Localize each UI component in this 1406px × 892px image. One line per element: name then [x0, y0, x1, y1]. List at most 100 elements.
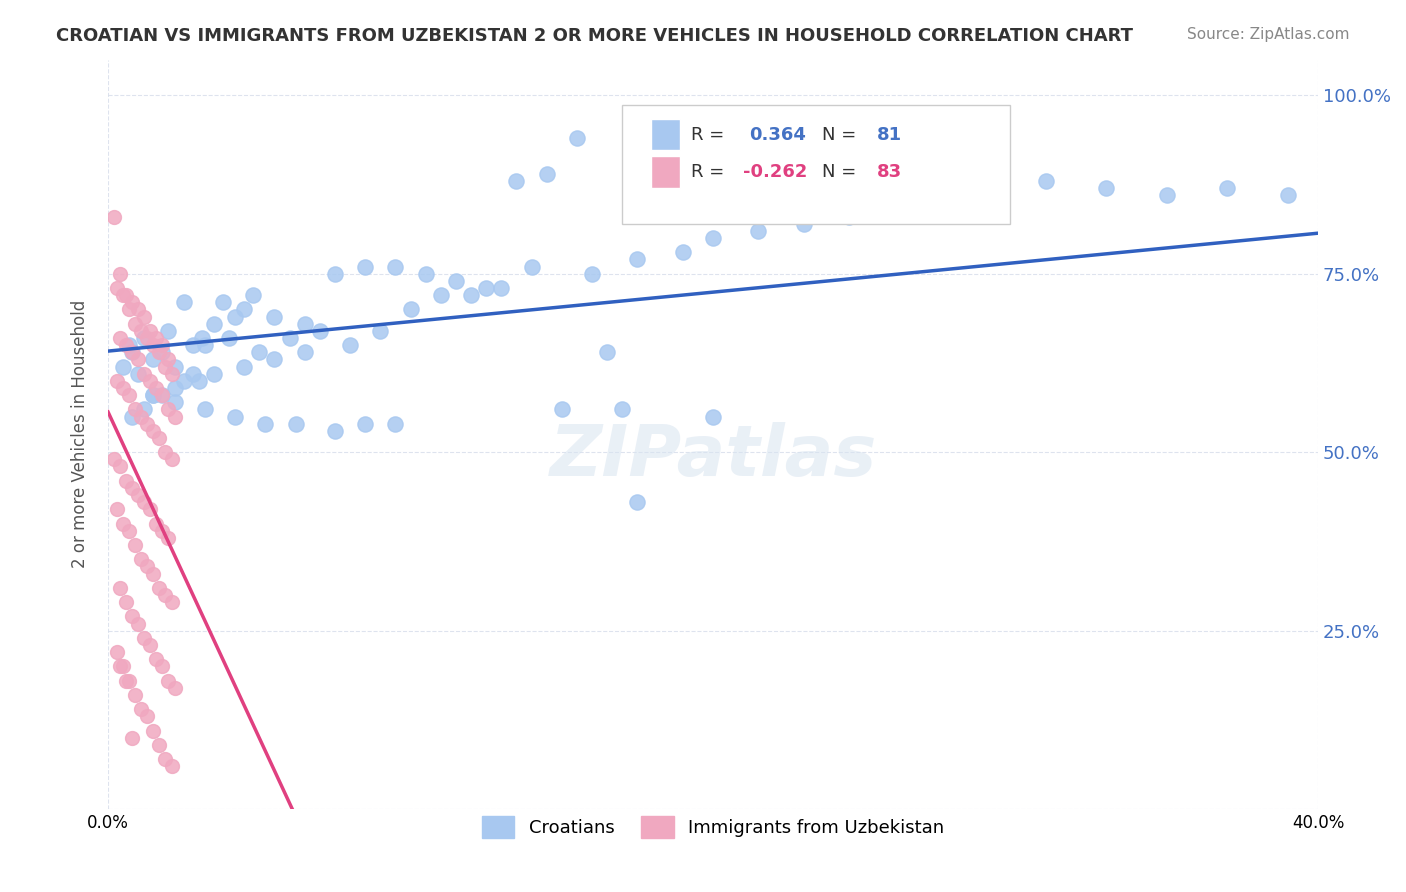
Point	[103, 210, 125, 224]
Point	[415, 267, 437, 281]
Point	[263, 352, 285, 367]
Point	[127, 302, 149, 317]
Point	[105, 645, 128, 659]
Point	[108, 267, 131, 281]
Point	[115, 595, 138, 609]
Point	[136, 417, 159, 431]
Point	[112, 359, 135, 374]
Point	[224, 310, 246, 324]
Point	[233, 359, 256, 374]
Point	[702, 231, 724, 245]
Point	[491, 281, 513, 295]
Point	[139, 638, 162, 652]
Point	[263, 310, 285, 324]
FancyBboxPatch shape	[651, 156, 681, 188]
Point	[247, 345, 270, 359]
Point	[127, 367, 149, 381]
Point	[134, 495, 156, 509]
Point	[127, 616, 149, 631]
Point	[142, 424, 165, 438]
Point	[129, 409, 152, 424]
Point	[112, 659, 135, 673]
Point	[596, 345, 619, 359]
Point	[145, 381, 167, 395]
Text: R =: R =	[692, 126, 730, 144]
FancyBboxPatch shape	[623, 104, 1010, 225]
Point	[142, 566, 165, 581]
Point	[218, 331, 240, 345]
Point	[136, 331, 159, 345]
Point	[278, 331, 301, 345]
Point	[124, 688, 146, 702]
Point	[181, 338, 204, 352]
Point	[929, 188, 952, 202]
Point	[152, 524, 174, 538]
Point	[160, 759, 183, 773]
Point	[136, 709, 159, 723]
Point	[284, 417, 307, 431]
Point	[160, 367, 183, 381]
Point	[121, 609, 143, 624]
Point	[384, 417, 406, 431]
Point	[444, 274, 467, 288]
Point	[233, 302, 256, 317]
Point	[121, 345, 143, 359]
Point	[105, 374, 128, 388]
Text: 0.364: 0.364	[749, 126, 806, 144]
Point	[134, 631, 156, 645]
Point	[224, 409, 246, 424]
Point	[155, 359, 177, 374]
Point	[163, 409, 186, 424]
Point	[793, 217, 815, 231]
Point	[163, 395, 186, 409]
Point	[142, 723, 165, 738]
Text: R =: R =	[692, 163, 730, 181]
Point	[121, 409, 143, 424]
Point	[354, 417, 377, 431]
Point	[399, 302, 422, 317]
Point	[155, 445, 177, 459]
Point	[127, 488, 149, 502]
Point	[129, 552, 152, 566]
Text: ZIPatlas: ZIPatlas	[550, 422, 877, 491]
Point	[254, 417, 277, 431]
Point	[124, 402, 146, 417]
Point	[173, 374, 195, 388]
Point	[157, 531, 180, 545]
Point	[108, 459, 131, 474]
Point	[157, 673, 180, 688]
Point	[108, 659, 131, 673]
Point	[1035, 174, 1057, 188]
Point	[152, 338, 174, 352]
Point	[142, 388, 165, 402]
Point	[105, 502, 128, 516]
Point	[294, 345, 316, 359]
Point	[163, 381, 186, 395]
Point	[181, 367, 204, 381]
Point	[112, 516, 135, 531]
Point	[160, 452, 183, 467]
Point	[145, 652, 167, 666]
Point	[1156, 188, 1178, 202]
Point	[148, 581, 170, 595]
Point	[187, 374, 209, 388]
Point	[339, 338, 361, 352]
Point	[121, 731, 143, 745]
Point	[121, 345, 143, 359]
Point	[108, 581, 131, 595]
Point	[118, 338, 141, 352]
Point	[139, 502, 162, 516]
Point	[112, 288, 135, 302]
Point	[157, 402, 180, 417]
Point	[152, 388, 174, 402]
Point	[139, 374, 162, 388]
Point	[155, 752, 177, 766]
Point	[108, 331, 131, 345]
Point	[115, 673, 138, 688]
Point	[202, 317, 225, 331]
Y-axis label: 2 or more Vehicles in Household: 2 or more Vehicles in Household	[72, 301, 89, 568]
Point	[368, 324, 391, 338]
Point	[163, 359, 186, 374]
Point	[112, 381, 135, 395]
Point	[142, 338, 165, 352]
